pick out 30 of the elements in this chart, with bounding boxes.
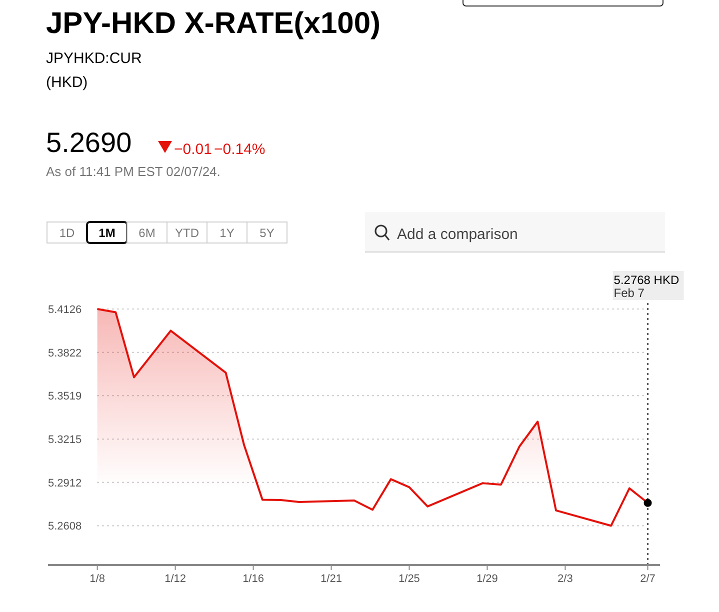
text: (HKD) bbox=[46, 74, 88, 91]
x-tick-label: 1/25 bbox=[398, 573, 420, 585]
text: 5.2690 bbox=[46, 127, 132, 158]
text: As of 11:41 PM EST 02/07/24. bbox=[46, 164, 220, 179]
x-tick-label: 1/8 bbox=[90, 573, 105, 585]
text: 5.2768 HKD bbox=[614, 273, 680, 287]
x-tick-label: 1/12 bbox=[164, 573, 186, 585]
chart-subtitle: JPYHKD:CUR bbox=[46, 50, 142, 67]
x-tick-label: 1/21 bbox=[320, 573, 342, 585]
text: Add a comparison bbox=[397, 226, 518, 243]
text: Feb 7 bbox=[614, 286, 645, 300]
text: 1M bbox=[98, 226, 116, 240]
text: 1Y bbox=[220, 226, 234, 240]
text: −0.14% bbox=[214, 141, 266, 158]
y-tick-label: 5.4126 bbox=[48, 304, 82, 316]
x-tick-label: 1/16 bbox=[242, 573, 264, 585]
x-tick-label: 2/7 bbox=[640, 573, 656, 585]
chart-title: JPY-HKD X-RATE(x100) bbox=[46, 7, 381, 40]
text: −0.01 bbox=[174, 141, 212, 158]
text: 6M bbox=[138, 226, 156, 240]
text: 5Y bbox=[260, 226, 274, 240]
y-tick-label: 5.2608 bbox=[48, 520, 82, 533]
x-tick-label: 2/3 bbox=[558, 573, 573, 585]
y-tick-label: 5.3822 bbox=[48, 347, 82, 360]
y-tick-label: 5.3215 bbox=[48, 434, 82, 446]
text: YTD bbox=[175, 226, 200, 240]
y-tick-label: 5.3519 bbox=[48, 390, 82, 403]
text: 1D bbox=[59, 226, 75, 240]
y-tick-label: 5.2912 bbox=[48, 477, 82, 490]
x-tick-label: 1/29 bbox=[476, 573, 498, 585]
